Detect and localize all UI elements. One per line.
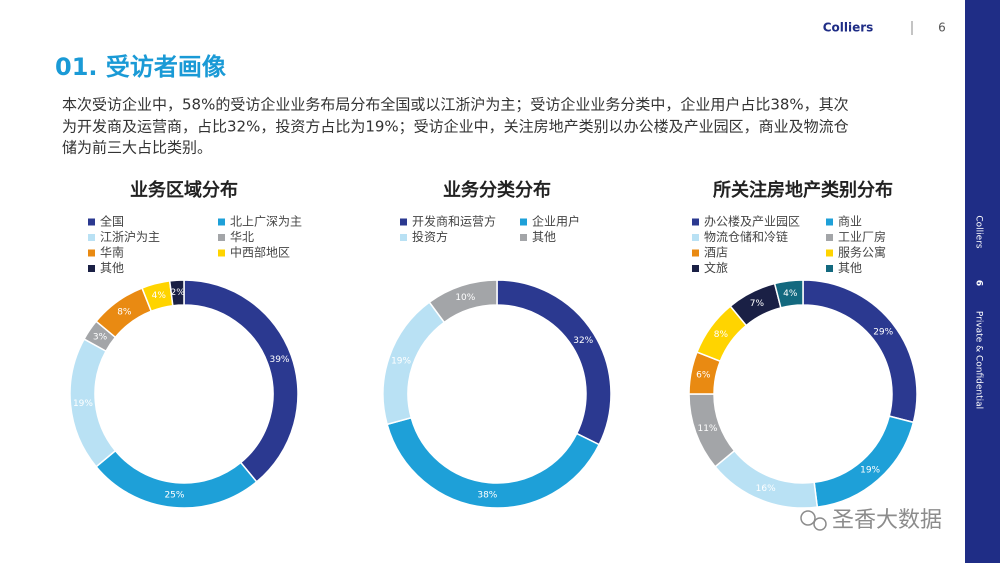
watermark: 圣香大数据 (800, 508, 942, 533)
legend-label: 工业厂房 (838, 229, 886, 244)
legend-swatch (218, 218, 225, 226)
legend-label: 全国 (100, 214, 124, 229)
side-bar (965, 0, 1000, 563)
value-label: 4% (152, 291, 167, 301)
value-label: 6% (696, 370, 711, 380)
legend-label: 办公楼及产业园区 (704, 214, 800, 229)
watermark-text: 圣香大数据 (832, 508, 942, 533)
value-label: 2% (170, 288, 185, 298)
legend-swatch (88, 234, 95, 241)
legend-label: 文旅 (704, 260, 728, 275)
legend-label: 华北 (230, 230, 254, 244)
legend-swatch (826, 234, 833, 241)
chart-title: 所关注房地产类别分布 (713, 179, 893, 201)
value-label: 25% (164, 491, 184, 501)
legend-label: 商业 (838, 214, 862, 229)
value-label: 7% (750, 299, 765, 309)
legend-swatch (520, 234, 527, 241)
legend-swatch (826, 249, 833, 257)
value-label: 8% (117, 307, 132, 317)
value-label: 32% (573, 336, 593, 346)
value-label: 19% (391, 356, 411, 366)
value-label: 38% (477, 491, 497, 501)
donut-segment (714, 449, 819, 509)
value-label: 16% (756, 484, 776, 494)
value-label: 19% (73, 399, 93, 409)
legend-swatch (692, 249, 699, 257)
legend-swatch (218, 249, 225, 257)
legend-label: 企业用户 (532, 214, 580, 229)
paragraph-line: 储为前三大占比类别。 (62, 139, 212, 157)
donut-segment (496, 279, 612, 446)
legend-label: 华南 (100, 245, 124, 260)
legend-label: 服务公寓 (838, 245, 886, 260)
legend-swatch (692, 234, 699, 241)
legend-label: 江浙沪为主 (100, 230, 160, 244)
legend-swatch (88, 249, 95, 257)
legend-swatch (400, 218, 407, 226)
brand: Colliers (823, 21, 874, 35)
chart-title: 业务区域分布 (130, 179, 238, 201)
legend-label: 物流仓储和冷链 (704, 229, 788, 244)
donut-segment (773, 279, 804, 309)
value-label: 19% (860, 466, 880, 476)
side-page: 6 (974, 280, 984, 286)
legend-label: 其他 (532, 230, 556, 244)
legend-swatch (826, 265, 833, 272)
legend-swatch (88, 218, 95, 226)
legend-label: 酒店 (704, 246, 728, 260)
donut-segment (168, 279, 185, 307)
legend-swatch (218, 234, 225, 241)
value-label: 8% (714, 330, 729, 340)
legend-label: 中西部地区 (230, 245, 290, 260)
legend-swatch (520, 218, 527, 226)
legend-label: 开发商和运营方 (412, 214, 496, 229)
paragraph-line: 为开发商及运营商，占比32%，投资方占比为19%；受访企业中，关注房地产类别以办… (62, 118, 849, 136)
value-label: 3% (93, 332, 108, 342)
value-label: 29% (873, 327, 893, 337)
legend-label: 其他 (838, 261, 862, 275)
slide-title: 01. 受访者画像 (55, 53, 227, 81)
side-brand: Colliers (974, 215, 984, 249)
legend-swatch (692, 265, 699, 272)
donut-segment (428, 279, 498, 324)
page-number: 6 (938, 21, 946, 35)
legend-label: 北上广深为主 (230, 215, 302, 229)
legend-swatch (88, 265, 95, 272)
value-label: 11% (697, 424, 717, 434)
legend-label: 投资方 (412, 229, 448, 244)
legend-swatch (826, 218, 833, 226)
side-note: Private & Confidential (974, 311, 984, 409)
legend-swatch (400, 234, 407, 241)
donut-segment (183, 279, 299, 483)
paragraph-line: 本次受访企业中，58%的受访企业业务布局分布全国或以江浙沪为主；受访企业业务分类… (62, 96, 849, 114)
chart-title: 业务分类分布 (443, 179, 551, 201)
legend-label: 其他 (100, 261, 124, 275)
donut-segment (813, 415, 915, 508)
donut-segment (802, 279, 918, 424)
value-label: 39% (269, 355, 289, 365)
legend-swatch (692, 218, 699, 226)
value-label: 4% (783, 289, 798, 299)
value-label: 10% (455, 293, 475, 303)
